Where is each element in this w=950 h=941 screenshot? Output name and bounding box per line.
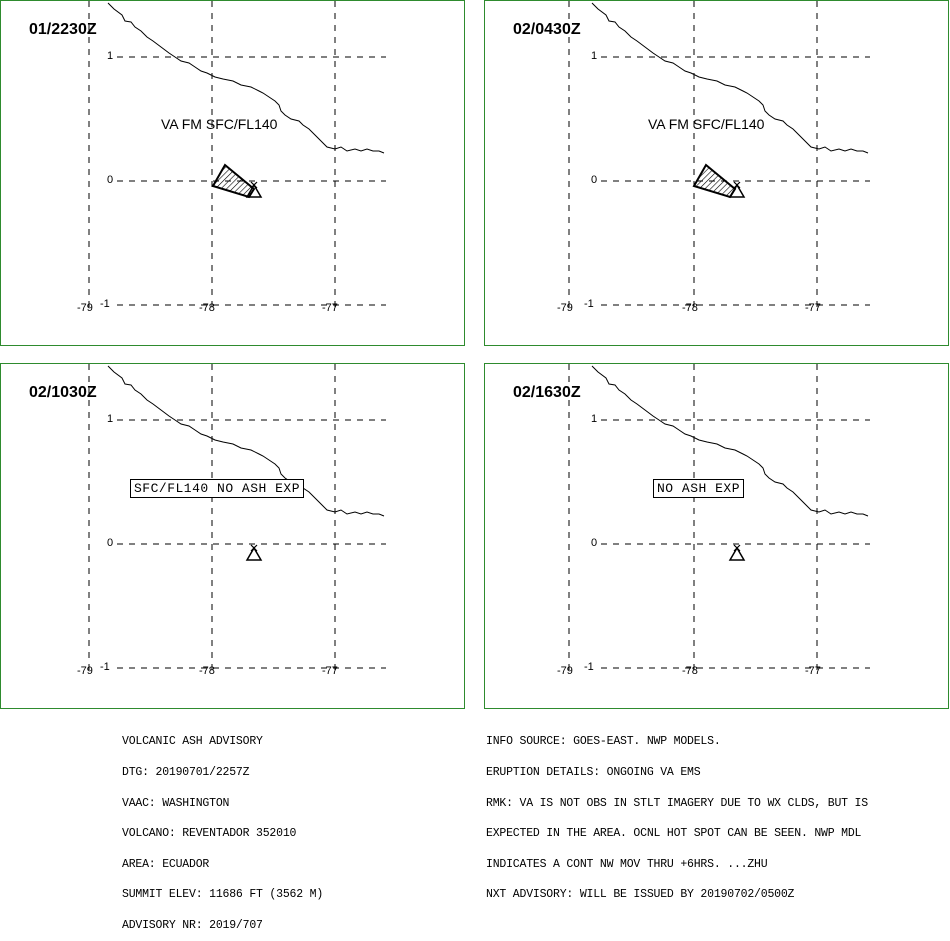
coastline [591,365,869,517]
map-panel-4: 02/1630Z NO ASH EXP 1 0 -1 -79 -78 -77 [484,363,949,709]
lon-label-79: -79 [557,302,573,314]
lat-label-0: 0 [591,537,598,549]
lat-label-0: 0 [107,174,114,186]
map-graphic [568,1,870,311]
lon-label-78: -78 [199,302,215,314]
lat-label-minus1: -1 [100,298,110,310]
advisory-remarks-text: INFO SOURCE: GOES-EAST. NWP MODELS. ERUP… [486,717,868,911]
volcano-icon [245,183,263,198]
advisory-header-text: VOLCANIC ASH ADVISORY DTG: 20190701/2257… [122,717,323,941]
no-ash-expected-label: SFC/FL140 NO ASH EXP [130,479,305,498]
lon-label-77: -77 [322,302,338,314]
lat-label-1: 1 [591,413,598,425]
advisory-line: INDICATES A CONT NW MOV THRU +6HRS. ...Z… [486,857,768,871]
ash-cloud-polygon [692,163,737,199]
lon-label-77: -77 [322,665,338,677]
advisory-line: ADVISORY NR: 2019/707 [122,918,263,932]
advisory-line: ERUPTION DETAILS: ONGOING VA EMS [486,766,701,779]
forecast-time: 02/0430Z [513,21,581,38]
map-graphic [568,364,870,674]
advisory-line: DTG: 20190701/2257Z [122,766,250,779]
lon-label-79: -79 [77,302,93,314]
map-panel-2: 02/0430Z VA FM SFC/FL140 1 0 -1 -79 -78 … [484,0,949,346]
lon-label-78: -78 [682,665,698,677]
lon-label-78: -78 [682,302,698,314]
advisory-line: NXT ADVISORY: WILL BE ISSUED BY 20190702… [486,888,795,902]
advisory-line: EXPECTED IN THE AREA. OCNL HOT SPOT CAN … [486,827,862,841]
map-graphic [88,364,386,674]
coastline [107,2,385,154]
forecast-time: 02/1630Z [513,384,581,401]
lat-label-1: 1 [107,50,114,62]
lat-label-minus1: -1 [100,661,110,673]
lat-label-1: 1 [591,50,598,62]
lon-label-77: -77 [805,665,821,677]
map-panel-1: 01/2230Z VA FM SFC/FL140 1 0 -1 -79 -78 … [0,0,465,346]
coastline [107,365,385,517]
advisory-line: RMK: VA IS NOT OBS IN STLT IMAGERY DUE T… [486,796,868,810]
advisory-line: INFO SOURCE: GOES-EAST. NWP MODELS. [486,735,721,749]
no-ash-expected-label: NO ASH EXP [653,479,745,498]
lat-label-0: 0 [591,174,598,186]
volcano-icon-mark [733,181,741,189]
lat-label-minus1: -1 [584,661,594,673]
lat-label-minus1: -1 [584,298,594,310]
forecast-time: 02/1030Z [29,384,97,401]
lat-label-1: 1 [107,413,114,425]
volcano-icon [728,546,746,561]
volcano-icon-mark [250,181,258,189]
advisory-line: AREA: ECUADOR [122,857,210,871]
advisory-line: SUMMIT ELEV: 11686 FT (3562 M) [122,888,324,902]
volcano-icon [728,183,746,198]
coastline [591,2,869,154]
ash-cloud-label: VA FM SFC/FL140 [648,116,765,132]
lon-label-79: -79 [557,665,573,677]
lon-label-77: -77 [805,302,821,314]
advisory-line: VAAC: WASHINGTON [122,796,230,810]
map-panel-3: 02/1030Z SFC/FL140 NO ASH EXP 1 0 -1 -79… [0,363,465,709]
lat-label-0: 0 [107,537,114,549]
volcano-icon [245,546,263,561]
advisory-line: VOLCANIC ASH ADVISORY [122,735,263,749]
forecast-time: 01/2230Z [29,21,97,38]
volcano-icon-mark [250,544,258,552]
ash-cloud-label: VA FM SFC/FL140 [161,116,278,132]
ash-cloud-polygon [211,163,256,199]
volcano-icon-mark [733,544,741,552]
advisory-line: VOLCANO: REVENTADOR 352010 [122,827,297,841]
lon-label-79: -79 [77,665,93,677]
lon-label-78: -78 [199,665,215,677]
map-graphic [88,1,386,311]
